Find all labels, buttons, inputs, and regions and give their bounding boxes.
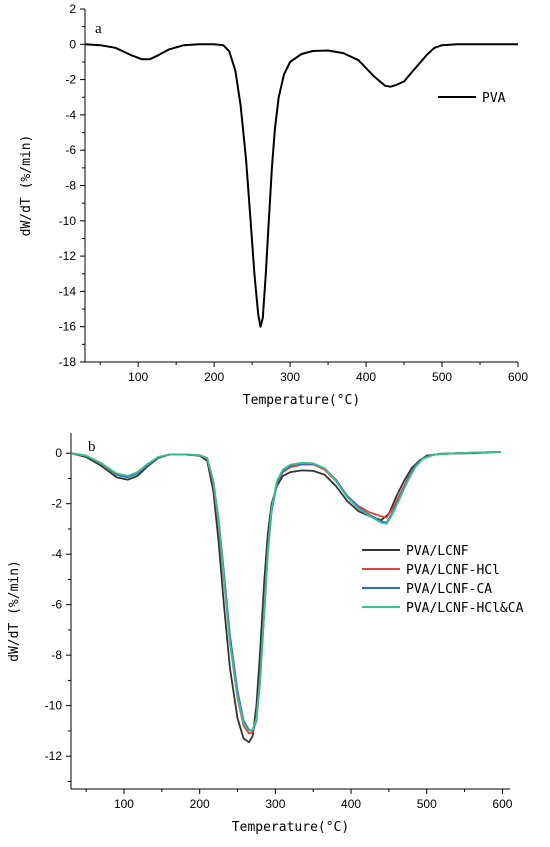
y-tick-label: -4	[65, 108, 76, 122]
x-tick-label: 600	[508, 370, 528, 384]
legend-entry: PVA/LCNF	[406, 544, 469, 559]
y-tick-label: -14	[59, 284, 77, 298]
legend-entry: PVA/LCNF-HCl&CA	[406, 601, 524, 616]
x-axis-label: Temperature(°C)	[232, 820, 349, 835]
y-tick-label: 0	[55, 446, 62, 460]
y-tick-label: 2	[69, 2, 76, 16]
x-tick-label: 400	[356, 370, 376, 384]
x-tick-label: 200	[204, 370, 224, 384]
legend-entry: PVA	[482, 91, 506, 106]
legend-entry: PVA/LCNF-CA	[406, 582, 492, 597]
y-tick-label: -2	[65, 73, 76, 87]
y-tick-label: -18	[59, 355, 77, 369]
x-tick-label: 300	[280, 370, 300, 384]
y-tick-label: -2	[51, 497, 62, 511]
panel-b-chart: 100 200 300 400 500 600 0 -2 -4 -6 -8 -10 -12 Tempera…	[7, 433, 524, 835]
x-tick-label: 200	[190, 797, 210, 811]
panel-label: a	[95, 21, 102, 37]
x-axis-label: Temperature(°C)	[243, 393, 360, 408]
legend-entry: PVA/LCNF-HCl	[406, 563, 500, 578]
y-tick-label: -12	[45, 749, 63, 763]
y-tick-label: -10	[45, 699, 63, 713]
series-line	[84, 43, 518, 328]
y-tick-label: -10	[59, 214, 77, 228]
y-tick-label: -6	[65, 143, 76, 157]
panel-a-chart: 100 200 300 400 500 600 2 0 -2 -4 -6 -8 -10 -12 -14 -16…	[19, 2, 528, 408]
x-tick-label: 600	[492, 797, 512, 811]
x-tick-label: 100	[128, 370, 148, 384]
y-tick-label: -8	[51, 648, 62, 662]
x-tick-label: 300	[265, 797, 285, 811]
y-tick-label: -6	[51, 598, 62, 612]
x-tick-label: 500	[432, 370, 452, 384]
y-tick-label: -12	[59, 249, 77, 263]
series-line	[70, 451, 501, 732]
y-axis-label: dW/dT (%/min)	[19, 135, 34, 237]
x-tick-label: 500	[417, 797, 437, 811]
y-tick-label: -8	[65, 179, 76, 193]
y-tick-label: -4	[51, 547, 62, 561]
y-tick-label: -16	[59, 320, 77, 334]
panel-label: b	[88, 439, 96, 455]
series-line	[70, 451, 501, 744]
y-axis-label: dW/dT (%/min)	[7, 560, 22, 662]
y-tick-label: 0	[69, 37, 76, 51]
x-tick-label: 100	[114, 797, 134, 811]
x-tick-label: 400	[341, 797, 361, 811]
